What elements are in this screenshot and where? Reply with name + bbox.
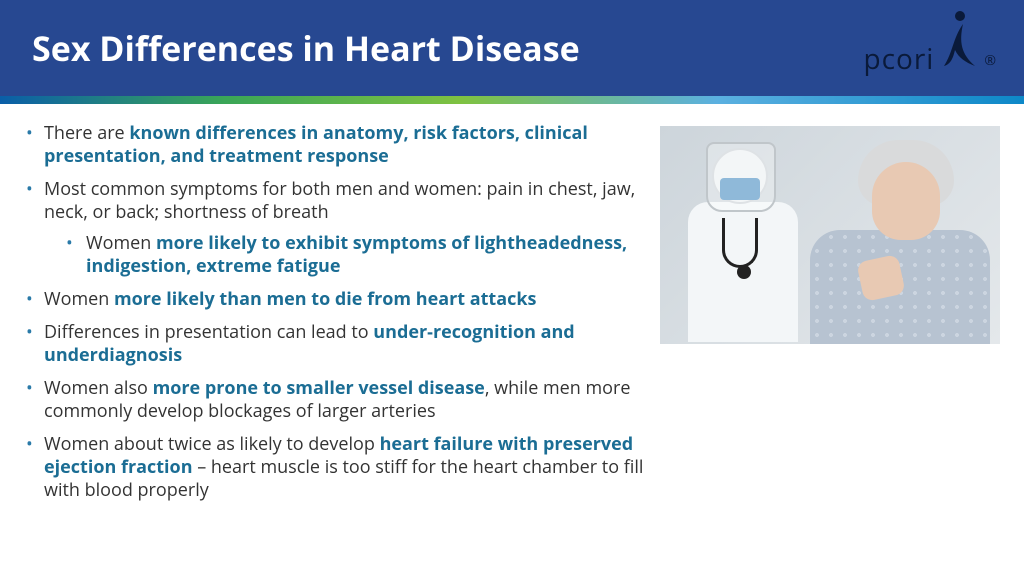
- bullet-item: Women more likely than men to die from h…: [24, 288, 644, 311]
- pcori-swoosh-icon: [938, 8, 980, 78]
- bullet-item: Women about twice as likely to develop h…: [24, 433, 644, 502]
- emphasized-text: more likely than men to die from heart a…: [114, 287, 537, 311]
- slide-header: Sex Differences in Heart Disease pcori ®: [0, 0, 1024, 96]
- body-text: Women about twice as likely to develop: [44, 432, 380, 456]
- body-text: There are: [44, 121, 129, 145]
- logo-text: pcori: [863, 40, 934, 78]
- sub-bullet-list: Women more likely to exhibit symptoms of…: [44, 232, 644, 278]
- sub-bullet-item: Women more likely to exhibit symptoms of…: [62, 232, 644, 278]
- body-text: Women also: [44, 376, 153, 400]
- body-text: Most common symptoms for both men and wo…: [44, 177, 635, 224]
- doctor-figure: [678, 148, 808, 328]
- body-text: Differences in presentation can lead to: [44, 320, 373, 344]
- body-text: Women: [44, 287, 114, 311]
- brand-logo: pcori ®: [863, 8, 996, 78]
- emphasized-text: more likely to exhibit symptoms of light…: [86, 231, 627, 278]
- emphasized-text: more prone to smaller vessel disease: [153, 376, 485, 400]
- accent-ribbon: [0, 96, 1024, 104]
- body-text: Women: [86, 231, 156, 255]
- patient-figure: [800, 140, 990, 344]
- registered-mark: ®: [984, 51, 996, 70]
- bullet-item: Most common symptoms for both men and wo…: [24, 178, 644, 278]
- slide-title: Sex Differences in Heart Disease: [32, 25, 580, 71]
- text-column: There are known differences in anatomy, …: [24, 122, 644, 512]
- slide-body: There are known differences in anatomy, …: [0, 104, 1024, 512]
- bullet-item: There are known differences in anatomy, …: [24, 122, 644, 168]
- bullet-item: Women also more prone to smaller vessel …: [24, 377, 644, 423]
- bullet-list: There are known differences in anatomy, …: [24, 122, 644, 502]
- image-column: [660, 122, 1000, 512]
- patient-photo: [660, 126, 1000, 344]
- bullet-item: Differences in presentation can lead to …: [24, 321, 644, 367]
